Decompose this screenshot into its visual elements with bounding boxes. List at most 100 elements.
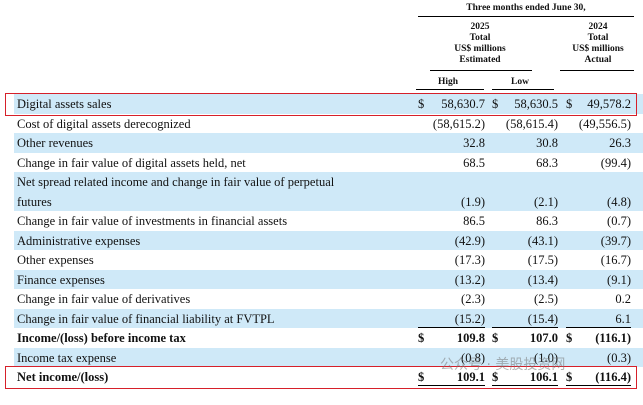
column-header-2025-year: 2025 [470, 22, 490, 32]
value-low: (43.1) [527, 233, 558, 248]
row-label: Net income/(loss) [17, 370, 109, 384]
header-2024-underline [560, 70, 634, 71]
value-low: (15.4) [527, 311, 558, 326]
row-label: Finance expenses [17, 272, 105, 287]
row-label: Change in fair value of financial liabil… [17, 311, 275, 326]
column-header-low: Low [511, 77, 529, 87]
value-high: (15.2) [454, 311, 485, 326]
column-header-2025-unit: US$ millions [454, 44, 506, 54]
value-low: 86.3 [536, 214, 558, 228]
currency-symbol: $ [418, 331, 425, 345]
value-actual: 6.1 [615, 311, 631, 326]
value-actual: (49,556.5) [578, 116, 631, 131]
value-high: 86.5 [463, 214, 485, 228]
column-header-2025: 2025 Total US$ millions Estimated [430, 22, 530, 66]
table-row: Change in fair value of financial liabil… [0, 308, 643, 328]
table-row: Other expenses (17.3) (17.5) (16.7) [0, 250, 643, 270]
row-background [14, 347, 643, 367]
value-low: 68.3 [536, 155, 558, 170]
value-actual: (0.3) [607, 350, 631, 365]
table-row: Digital assets sales $58,630.7 $58,630.5 $4… [0, 94, 643, 114]
row-background [14, 269, 643, 289]
row-label: Change in fair value of digital assets h… [17, 155, 246, 170]
table-row: Administrative expenses (42.9) (43.1) (39.7… [0, 230, 643, 250]
row-background [14, 94, 643, 114]
value-high: 109.1 [456, 370, 485, 384]
header-2025-underline [430, 70, 532, 71]
value-actual: (99.4) [600, 155, 631, 170]
value-actual: (0.7) [607, 214, 631, 228]
value-low: (2.5) [534, 292, 558, 306]
value-actual: (4.8) [607, 194, 631, 209]
total-double-rule [492, 384, 558, 386]
value-high: (17.3) [454, 253, 485, 267]
currency-symbol: $ [492, 331, 499, 345]
value-high: (1.9) [461, 194, 485, 209]
value-low: (17.5) [527, 253, 558, 267]
table-row: Net income/(loss) $109.1 $106.1 $ (116.4) [0, 367, 643, 387]
row-label: Income/(loss) before income tax [17, 331, 186, 345]
value-low: (2.1) [534, 194, 558, 209]
column-header-2024-year: 2024 [588, 22, 608, 32]
column-header-2025-basis: Estimated [459, 55, 501, 65]
row-background [14, 230, 643, 250]
currency-symbol: $ [418, 370, 425, 384]
table-row: Net spread related income and change in … [0, 172, 643, 211]
highlight-box [5, 366, 637, 389]
table-row: Change in fair value of derivatives (2.3)… [0, 289, 643, 309]
row-background [14, 308, 643, 328]
row-label: Change in fair value of investments in f… [17, 214, 288, 228]
currency-symbol: $ [492, 97, 499, 111]
column-header-2024-basis: Actual [584, 55, 612, 65]
value-high: (0.8) [461, 350, 485, 365]
value-low: (1.0) [534, 350, 558, 365]
value-actual: 49,578.2 [587, 97, 631, 111]
value-low: (58,615.4) [505, 116, 558, 131]
row-label: Other revenues [17, 136, 94, 150]
row-background [14, 172, 643, 211]
value-actual: (16.7) [600, 253, 631, 267]
row-label: futures [17, 194, 52, 209]
value-low: 107.0 [529, 331, 558, 345]
currency-symbol: $ [492, 370, 499, 384]
value-high: (13.2) [454, 272, 485, 287]
value-low: 30.8 [536, 136, 558, 150]
row-label: Other expenses [17, 253, 94, 267]
row-label: Cost of digital assets derecognized [17, 116, 191, 131]
value-low: 106.1 [529, 370, 558, 384]
currency-symbol: $ [566, 97, 573, 111]
value-high: 32.8 [463, 136, 485, 150]
subtotal-rule [418, 327, 485, 328]
period-underline [418, 16, 634, 17]
table-row: Cost of digital assets derecognized (58,6… [0, 114, 643, 134]
value-actual: (9.1) [607, 272, 631, 287]
subtotal-rule [492, 327, 558, 328]
header-high-underline [416, 89, 484, 90]
subtotal-rule [566, 327, 631, 328]
value-high: 109.8 [456, 331, 485, 345]
table-row: Other revenues 32.8 30.8 26.3 [0, 133, 643, 153]
row-label: Income tax expense [17, 350, 117, 365]
total-double-rule [418, 384, 485, 386]
currency-symbol: $ [566, 370, 573, 384]
period-header: Three months ended June 30, [466, 3, 586, 13]
table-row: Income tax expense (0.8) (1.0) (0.3) [0, 347, 643, 367]
value-high: (2.3) [461, 292, 485, 306]
row-label: Net spread related income and change in … [17, 175, 335, 189]
column-header-high: High [437, 77, 459, 87]
value-low: 58,630.5 [514, 97, 558, 111]
header-low-underline [492, 89, 554, 90]
value-high: 68.5 [463, 155, 485, 170]
column-header-2024-total: Total [587, 33, 609, 43]
value-actual: 26.3 [609, 136, 631, 150]
value-actual: (116.1) [595, 331, 631, 345]
value-high: (58,615.2) [432, 116, 485, 131]
table-row: Change in fair value of investments in f… [0, 211, 643, 231]
watermark: 公众号 · 美股投资网 [440, 357, 566, 373]
value-low: (13.4) [527, 272, 558, 287]
column-header-2024-unit: US$ millions [572, 44, 624, 54]
value-actual: 0.2 [615, 292, 631, 306]
row-background [14, 133, 643, 153]
value-high: (42.9) [454, 233, 485, 248]
